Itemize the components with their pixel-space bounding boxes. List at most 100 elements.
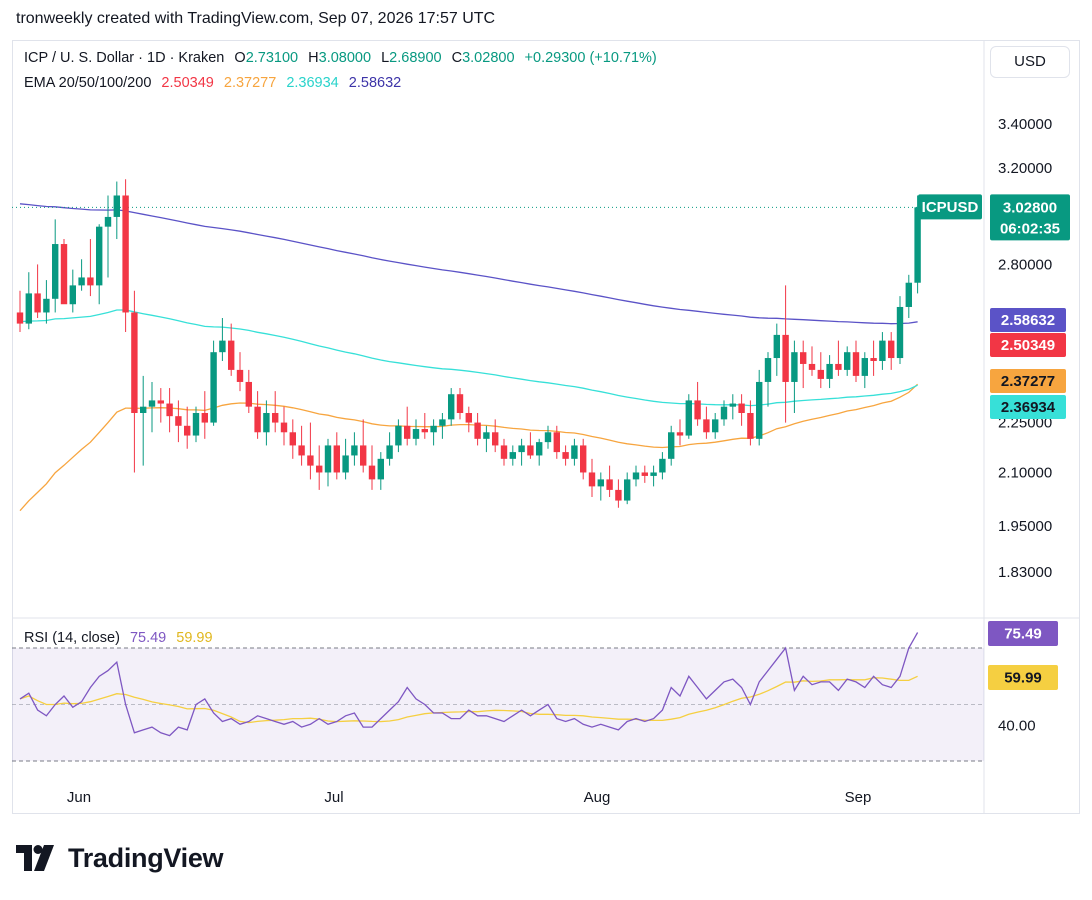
countdown-tag: 06:02:35 [1000, 220, 1060, 237]
candle-body [861, 358, 868, 376]
candle-body [245, 381, 252, 407]
candle-body [351, 445, 358, 456]
rsi-value: 75.49 [129, 630, 167, 646]
candle-body [368, 465, 376, 480]
tradingview-logo[interactable]: TradingView [16, 840, 224, 876]
ema100-tag: 2.36934 [1001, 399, 1056, 416]
candle-body [404, 425, 411, 439]
candle-body [272, 412, 279, 423]
candle-body [307, 455, 314, 466]
rsi-value-tag: 75.49 [1004, 626, 1042, 643]
candle-body [175, 416, 182, 426]
candle-body [527, 445, 534, 456]
candle-body [668, 432, 675, 459]
candle-body [254, 406, 261, 433]
ema20-tag: 2.50349 [1001, 337, 1055, 354]
last-price-tag: 3.02800 [1003, 199, 1057, 216]
candle-body [430, 425, 437, 433]
candle-body [360, 445, 367, 466]
rsi-line [19, 632, 919, 737]
candle-body [641, 472, 648, 476]
candle-body [456, 394, 464, 413]
tradingview-logo-icon [16, 845, 54, 871]
candle-body [280, 422, 288, 433]
candle-body [580, 445, 587, 473]
candle-body [738, 403, 745, 413]
candle-body [16, 312, 24, 324]
chart-frame[interactable] [12, 40, 1080, 814]
rsi-value-tag-bg [988, 621, 1058, 646]
candle-body [835, 363, 842, 370]
rsi-ma-value: 59.99 [176, 630, 213, 646]
candle-body [166, 403, 173, 417]
candle-body [483, 432, 490, 439]
candle-body [34, 293, 41, 313]
price-tick-label: 2.10000 [998, 464, 1052, 481]
ema100-tag-bg [990, 395, 1066, 419]
candle-body [148, 400, 156, 407]
brand-name: TradingView [68, 842, 224, 873]
candle-body [140, 406, 147, 413]
currency-button[interactable]: USD [990, 46, 1070, 78]
candle-body [395, 425, 402, 446]
candle-body [571, 445, 578, 459]
ohlc-legend: ICP / U. S. Dollar · 1D · Kraken O2.7310… [24, 50, 663, 66]
ema50-tag: 2.37277 [1001, 373, 1055, 390]
candle-body [509, 452, 516, 459]
candle-body [210, 352, 217, 423]
candle-body [914, 207, 921, 283]
price-tick-label: 3.40000 [998, 116, 1052, 133]
candle-body [236, 369, 244, 382]
ema-label[interactable]: EMA 20/50/100/200 [24, 75, 152, 91]
candle-body [597, 479, 604, 487]
price-tick-label: 1.95000 [998, 518, 1052, 535]
candle-body [703, 419, 710, 433]
close-value: C3.02800 [451, 50, 515, 66]
candle-body [685, 400, 692, 436]
candle-body [289, 432, 296, 446]
candle-body [773, 334, 780, 359]
time-tick-label: Sep [845, 789, 872, 806]
candle-body [96, 226, 103, 286]
candle-body [615, 489, 622, 501]
candle-body [518, 445, 525, 453]
candle-body [764, 358, 772, 382]
chart-caption: tronweekly created with TradingView.com,… [16, 10, 496, 27]
ema20-value: 2.50349 [161, 75, 214, 91]
candle-body [324, 445, 332, 473]
candle-body [412, 429, 420, 439]
candle-body [588, 472, 596, 487]
rsi-label[interactable]: RSI (14, close) [24, 630, 120, 646]
candle-body [896, 306, 904, 359]
rsi-ma-tag: 59.99 [1004, 670, 1042, 687]
candle-body [817, 369, 824, 379]
candle-body [562, 452, 569, 459]
candle-body [632, 472, 640, 480]
candle-body [192, 412, 200, 436]
candle-body [131, 312, 138, 413]
candle-body [553, 432, 560, 453]
candle-body [122, 195, 129, 313]
candle-body [544, 432, 552, 443]
candle-body [712, 419, 719, 433]
candle-body [808, 363, 816, 370]
candle-body [104, 216, 112, 227]
candle-body [888, 340, 895, 359]
ema50-tag-bg [990, 369, 1066, 393]
ema200-line [19, 203, 918, 325]
time-tick-label: Jun [67, 789, 91, 806]
price-tick-label: 3.20000 [998, 160, 1052, 177]
ema-legend: EMA 20/50/100/200 2.50349 2.37277 2.3693… [24, 75, 407, 91]
candle-body [606, 479, 613, 490]
candle-body [157, 400, 164, 404]
ema200-tag: 2.58632 [1001, 312, 1055, 329]
symbol-title[interactable]: ICP / U. S. Dollar · 1D · Kraken [24, 50, 225, 66]
open-value: O2.73100 [234, 50, 299, 66]
candle-body [694, 400, 701, 420]
high-value: H3.08000 [308, 50, 372, 66]
candle-body [52, 244, 59, 299]
candle-body [263, 412, 270, 433]
candle-body [78, 277, 85, 286]
candle-body [756, 381, 763, 439]
